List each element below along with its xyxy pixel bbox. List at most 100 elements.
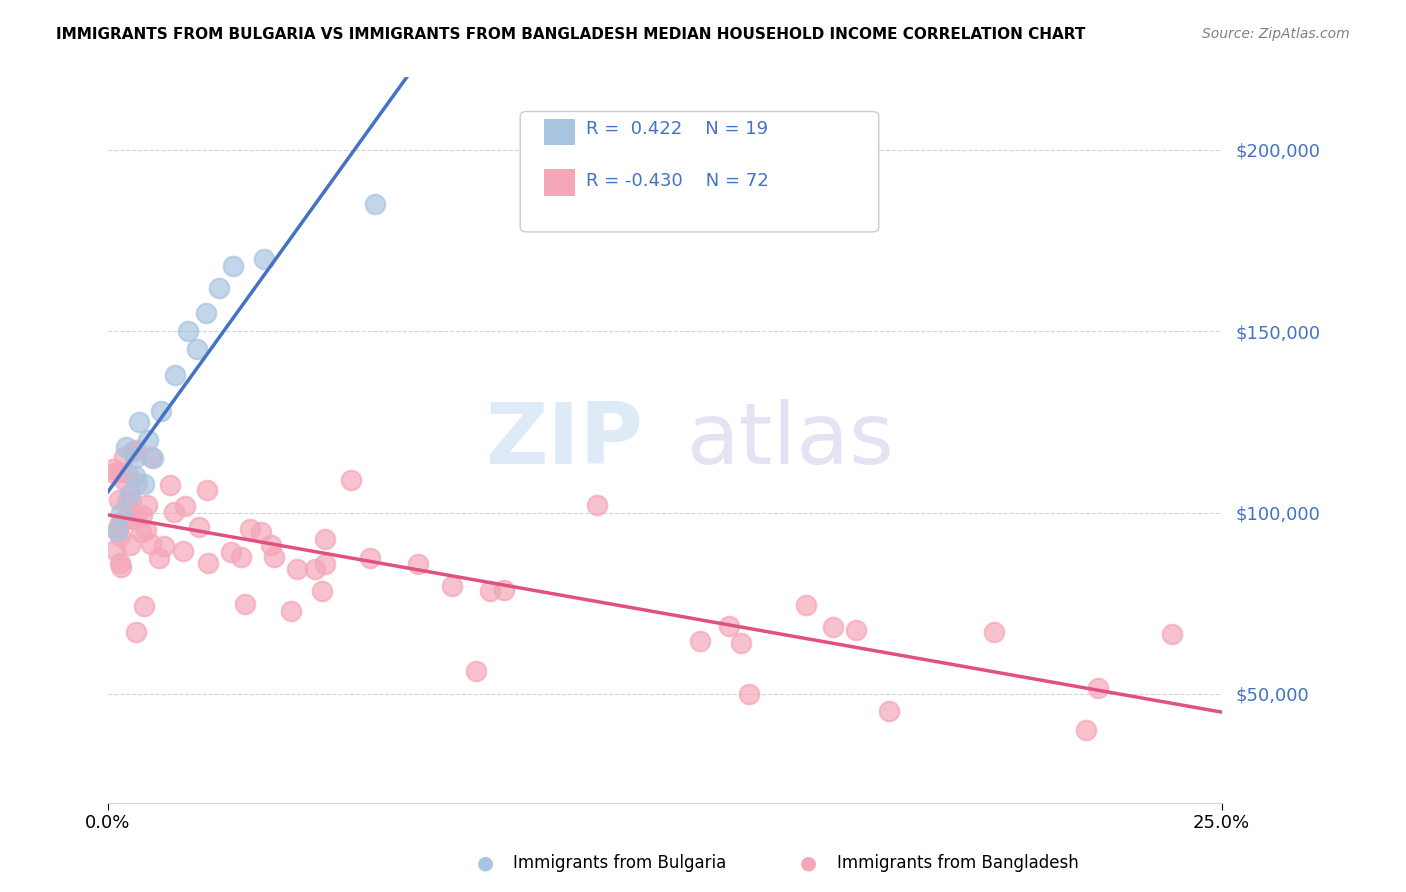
Point [163,368,186,382]
Point [159,478,181,492]
Point [153,539,176,553]
Point [186,343,208,357]
Point [195,483,218,498]
Point [115,466,138,480]
Point [148,551,170,566]
Point [120,494,142,508]
Point [359,551,381,566]
Point [197,557,219,571]
Point [738,687,761,701]
Point [141,537,163,551]
Point [259,538,281,552]
Point [120,487,142,501]
Point [114,512,136,526]
Point [1160,626,1182,640]
Point [730,636,752,650]
Point [125,625,148,640]
Point [177,324,200,338]
Point [124,451,146,466]
Point [112,474,135,488]
Point [110,560,132,574]
Text: R =  0.422    N = 19: R = 0.422 N = 19 [586,120,769,138]
Point [492,583,515,598]
Point [821,620,844,634]
Point [163,505,186,519]
Point [187,520,209,534]
Text: R = -0.430    N = 72: R = -0.430 N = 72 [586,172,769,190]
Point [107,521,129,535]
Text: Immigrants from Bangladesh: Immigrants from Bangladesh [837,855,1078,872]
Point [107,493,129,508]
Point [1074,723,1097,737]
Point [280,604,302,618]
Point [249,525,271,540]
Point [314,557,336,571]
Point [311,583,333,598]
Point [208,281,231,295]
Point [108,529,131,543]
Text: IMMIGRANTS FROM BULGARIA VS IMMIGRANTS FROM BANGLADESH MEDIAN HOUSEHOLD INCOME C: IMMIGRANTS FROM BULGARIA VS IMMIGRANTS F… [56,27,1085,42]
Point [132,599,155,614]
Point [122,443,145,458]
Point [364,197,387,211]
Point [128,415,150,429]
Point [195,306,218,320]
Text: atlas: atlas [688,399,896,482]
Point [440,579,463,593]
Point [117,493,139,508]
Point [104,543,127,558]
Point [253,252,276,266]
Point [139,450,162,464]
Point [125,475,148,490]
Point [136,498,159,512]
Text: ●: ● [800,854,817,873]
Point [1087,681,1109,696]
Point [125,443,148,458]
Point [141,451,163,466]
Point [229,549,252,564]
Point [845,624,868,638]
Point [239,522,262,536]
Point [174,499,197,513]
Point [219,545,242,559]
Point [172,544,194,558]
Point [129,525,152,540]
Point [263,549,285,564]
Point [125,508,148,522]
Point [110,506,132,520]
Text: ●: ● [477,854,494,873]
Point [107,465,129,479]
Point [586,498,609,512]
Point [132,476,155,491]
Point [105,524,128,538]
Point [233,597,256,611]
Point [304,562,326,576]
Point [718,619,741,633]
Point [406,558,429,572]
Point [150,404,173,418]
Point [131,508,153,523]
Point [689,634,711,648]
Point [983,624,1005,639]
Point [108,516,131,530]
Point [124,469,146,483]
Point [122,512,145,526]
Point [222,259,245,273]
Point [114,440,136,454]
Point [110,556,132,570]
Point [340,473,363,487]
Point [103,462,125,476]
Point [794,598,817,612]
Point [877,704,900,718]
Point [314,532,336,546]
Text: Immigrants from Bulgaria: Immigrants from Bulgaria [513,855,727,872]
Point [103,467,125,481]
Text: ZIP: ZIP [485,399,643,482]
Point [285,562,308,576]
Text: Source: ZipAtlas.com: Source: ZipAtlas.com [1202,27,1350,41]
Point [135,523,157,537]
Point [112,450,135,464]
Point [464,664,486,678]
Point [478,584,501,599]
Point [136,433,159,447]
